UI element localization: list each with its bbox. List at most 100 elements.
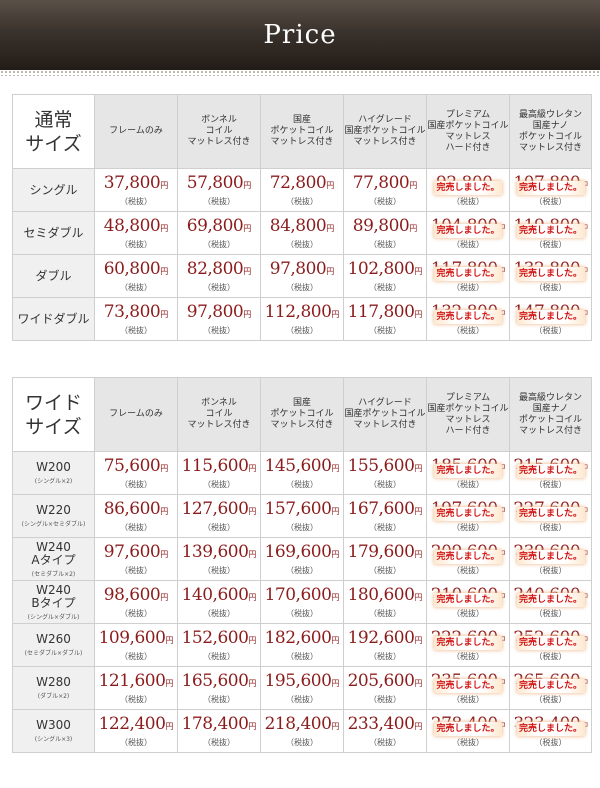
size-name-label: W220 (36, 503, 71, 517)
column-header-line: マットレス付き (187, 137, 251, 147)
price-cell: 152,600円 （税抜） (177, 623, 261, 667)
price-number: 218,400 (264, 714, 332, 734)
sold-out-badge: 完売しました。 (434, 267, 502, 281)
price-number: 145,600 (264, 456, 332, 476)
price-value: 165,600円 (178, 671, 260, 694)
sold-out-badge: 完売しました。 (516, 267, 585, 281)
tax-note: （税抜） (203, 326, 235, 335)
yen-unit: 円 (248, 464, 257, 473)
price-value: 84,800円 (261, 216, 343, 239)
sold-out-cell: 265,600円（税抜）完売しました。 (509, 666, 592, 710)
tax-note: （税抜） (452, 240, 484, 249)
tax-note: （税抜） (452, 695, 484, 704)
price-number: 102,800 (347, 259, 415, 279)
yen-unit: 円 (165, 722, 174, 731)
sold-out-badge: 完売しました。 (516, 593, 585, 607)
tax-note: （税抜） (369, 197, 401, 206)
sold-out-badge: 完売しました。 (516, 310, 585, 324)
sold-out-cell: 119,800円（税抜）完売しました。 (509, 211, 592, 255)
price-cell: 182,600円 （税抜） (260, 623, 344, 667)
sold-out-badge: 完売しました。 (434, 722, 502, 736)
price-cell: 97,600円 （税抜） (94, 537, 178, 581)
yen-unit: 円 (331, 593, 340, 602)
tax-note: （税抜） (203, 695, 235, 704)
price-cell: 145,600円 （税抜） (260, 451, 344, 495)
wide-size-price-table: ワイド サイズ フレームのみ ボンネル コイル マットレス付き 国産 ポケットコイル マットレス… (12, 377, 592, 753)
price-number: 37,800 (103, 173, 161, 193)
price-cell: 157,600円 （税抜） (260, 494, 344, 538)
table-row: W260 (セミダブル×ダブル) 109,600円 （税抜） 152,600円 （税抜） 1… (12, 623, 592, 667)
column-header: 国産 ポケットコイル マットレス付き (260, 94, 344, 169)
tax-note: （税抜） (286, 609, 318, 618)
column-header-line: マットレス付き (270, 137, 334, 147)
price-value: 57,800円 (178, 173, 260, 196)
yen-unit: 円 (331, 310, 340, 319)
size-name-label: W300 (36, 718, 71, 732)
tax-note: （税抜） (452, 738, 484, 747)
yen-unit: 円 (165, 679, 174, 688)
column-header-line: プレミアム (445, 109, 491, 120)
table-row: ダブル 60,800円 （税抜） 82,800円 （税抜） 97,800円 （税抜） 102,… (12, 254, 592, 298)
price-cell: 60,800円 （税抜） (94, 254, 178, 298)
column-header-line: 最高級ウレタン (518, 109, 582, 120)
column-header-line: 国産 (292, 398, 311, 408)
tax-note: （税抜） (534, 523, 567, 532)
table-row: セミダブル 48,800円 （税抜） 69,800円 （税抜） 84,800円 （税抜） 89… (12, 211, 592, 255)
tax-note: （税抜） (203, 523, 235, 532)
price-cell: 109,600円 （税抜） (94, 623, 178, 667)
price-cell: 218,400円 （税抜） (260, 709, 344, 753)
price-cell: 75,600円 （税抜） (94, 451, 178, 495)
price-cell: 48,800円 （税抜） (94, 211, 178, 255)
price-cell: 97,800円 （税抜） (177, 297, 261, 341)
sold-out-badge: 完売しました。 (434, 181, 502, 195)
size-group-label-line: サイズ (25, 132, 82, 155)
price-number: 82,800 (186, 259, 244, 279)
table-row: ワイドダブル 73,800円 （税抜） 97,800円 （税抜） 112,800円 （税抜）… (12, 297, 592, 341)
column-header-line: 最高級ウレタン (518, 392, 582, 403)
size-name-sub: (セミダブル×ダブル) (24, 650, 83, 657)
tax-note: （税抜） (286, 695, 318, 704)
column-header-line: マットレス付き (187, 420, 251, 430)
price-number: 112,800 (264, 302, 332, 322)
column-header-line: ポケットコイル (518, 131, 582, 142)
size-group-label-line: 通常 (34, 108, 73, 131)
sold-out-badge: 完売しました。 (516, 464, 585, 478)
yen-unit: 円 (409, 181, 418, 190)
tax-note: （税抜） (534, 480, 567, 489)
tax-note: （税抜） (369, 652, 401, 661)
column-header-line: マットレス付き (270, 420, 334, 430)
price-value: 192,600円 (344, 628, 426, 651)
price-number: 69,800 (186, 216, 244, 236)
tax-note: （税抜） (534, 695, 567, 704)
price-number: 170,600 (264, 585, 332, 605)
sold-out-cell: 210,600円（税抜）完売しました。 (426, 580, 510, 624)
tax-note: （税抜） (203, 738, 235, 747)
price-cell: 117,800円 （税抜） (343, 297, 427, 341)
size-name-label: ワイドダブル (17, 311, 90, 326)
size-name-label: W280 (36, 675, 71, 689)
price-value: 122,400円 (95, 714, 177, 737)
price-value: 195,600円 (261, 671, 343, 694)
price-number: 115,600 (181, 456, 249, 476)
sold-out-cell: 185,600円（税抜）完売しました。 (426, 451, 510, 495)
price-value: 77,800円 (344, 173, 426, 196)
normal-size-price-table: 通常 サイズ フレームのみ ボンネル コイル マットレス付き 国産 ポケットコイル マットレス付… (12, 94, 592, 341)
price-number: 205,600 (347, 671, 415, 691)
tax-note: （税抜） (452, 652, 484, 661)
yen-unit: 円 (160, 181, 169, 190)
sold-out-badge: 完売しました。 (516, 507, 585, 521)
yen-unit: 円 (160, 224, 169, 233)
column-header: ハイグレード 国産ポケットコイル マットレス付き (343, 377, 427, 452)
size-name-sub: (セミダブル×2) (31, 570, 76, 578)
yen-unit: 円 (414, 550, 423, 559)
price-cell: 89,800円 （税抜） (343, 211, 427, 255)
tax-note: （税抜） (534, 197, 567, 206)
price-value: 97,800円 (261, 259, 343, 282)
price-number: 169,600 (264, 542, 332, 562)
column-header-line: ボンネル (201, 398, 237, 408)
column-header: プレミアム 国産ポケットコイル マットレス ハード付き (426, 94, 510, 169)
tax-note: （税抜） (120, 695, 152, 704)
size-group-label-line: ワイド (24, 391, 82, 414)
tax-note: （税抜） (534, 609, 567, 618)
yen-unit: 円 (414, 267, 423, 276)
